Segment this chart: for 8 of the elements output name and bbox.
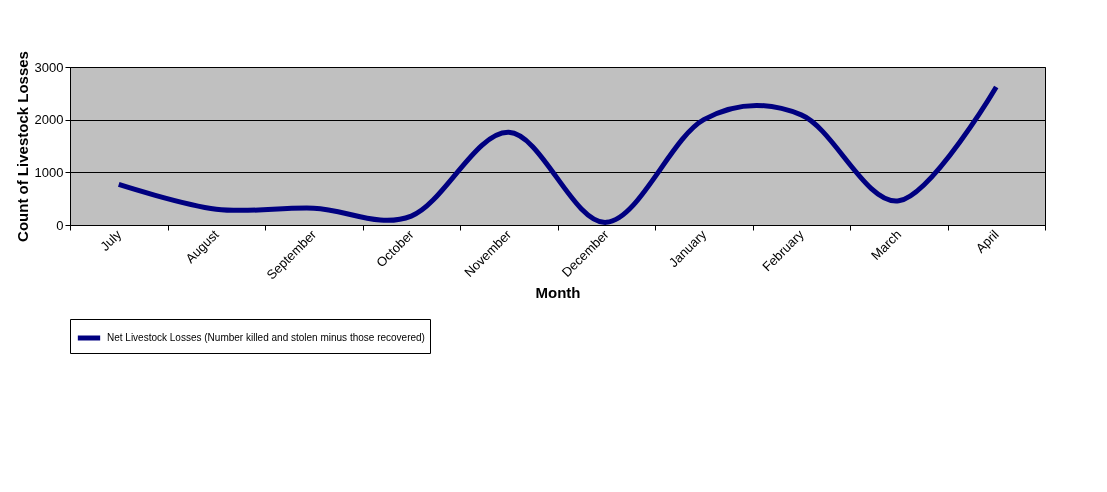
y-tick-label: 1000 bbox=[34, 164, 64, 180]
y-tick-label: 0 bbox=[56, 217, 64, 233]
x-tick-label: July bbox=[97, 226, 125, 254]
y-tick-label: 2000 bbox=[34, 112, 64, 128]
y-tick-label: 3000 bbox=[34, 59, 64, 75]
y-axis-title: Count of Livestock Losses bbox=[13, 51, 31, 242]
x-axis-title: Month bbox=[535, 284, 581, 302]
legend-label: Net Livestock Losses (Number killed and stolen minus those recovered) bbox=[107, 332, 425, 343]
